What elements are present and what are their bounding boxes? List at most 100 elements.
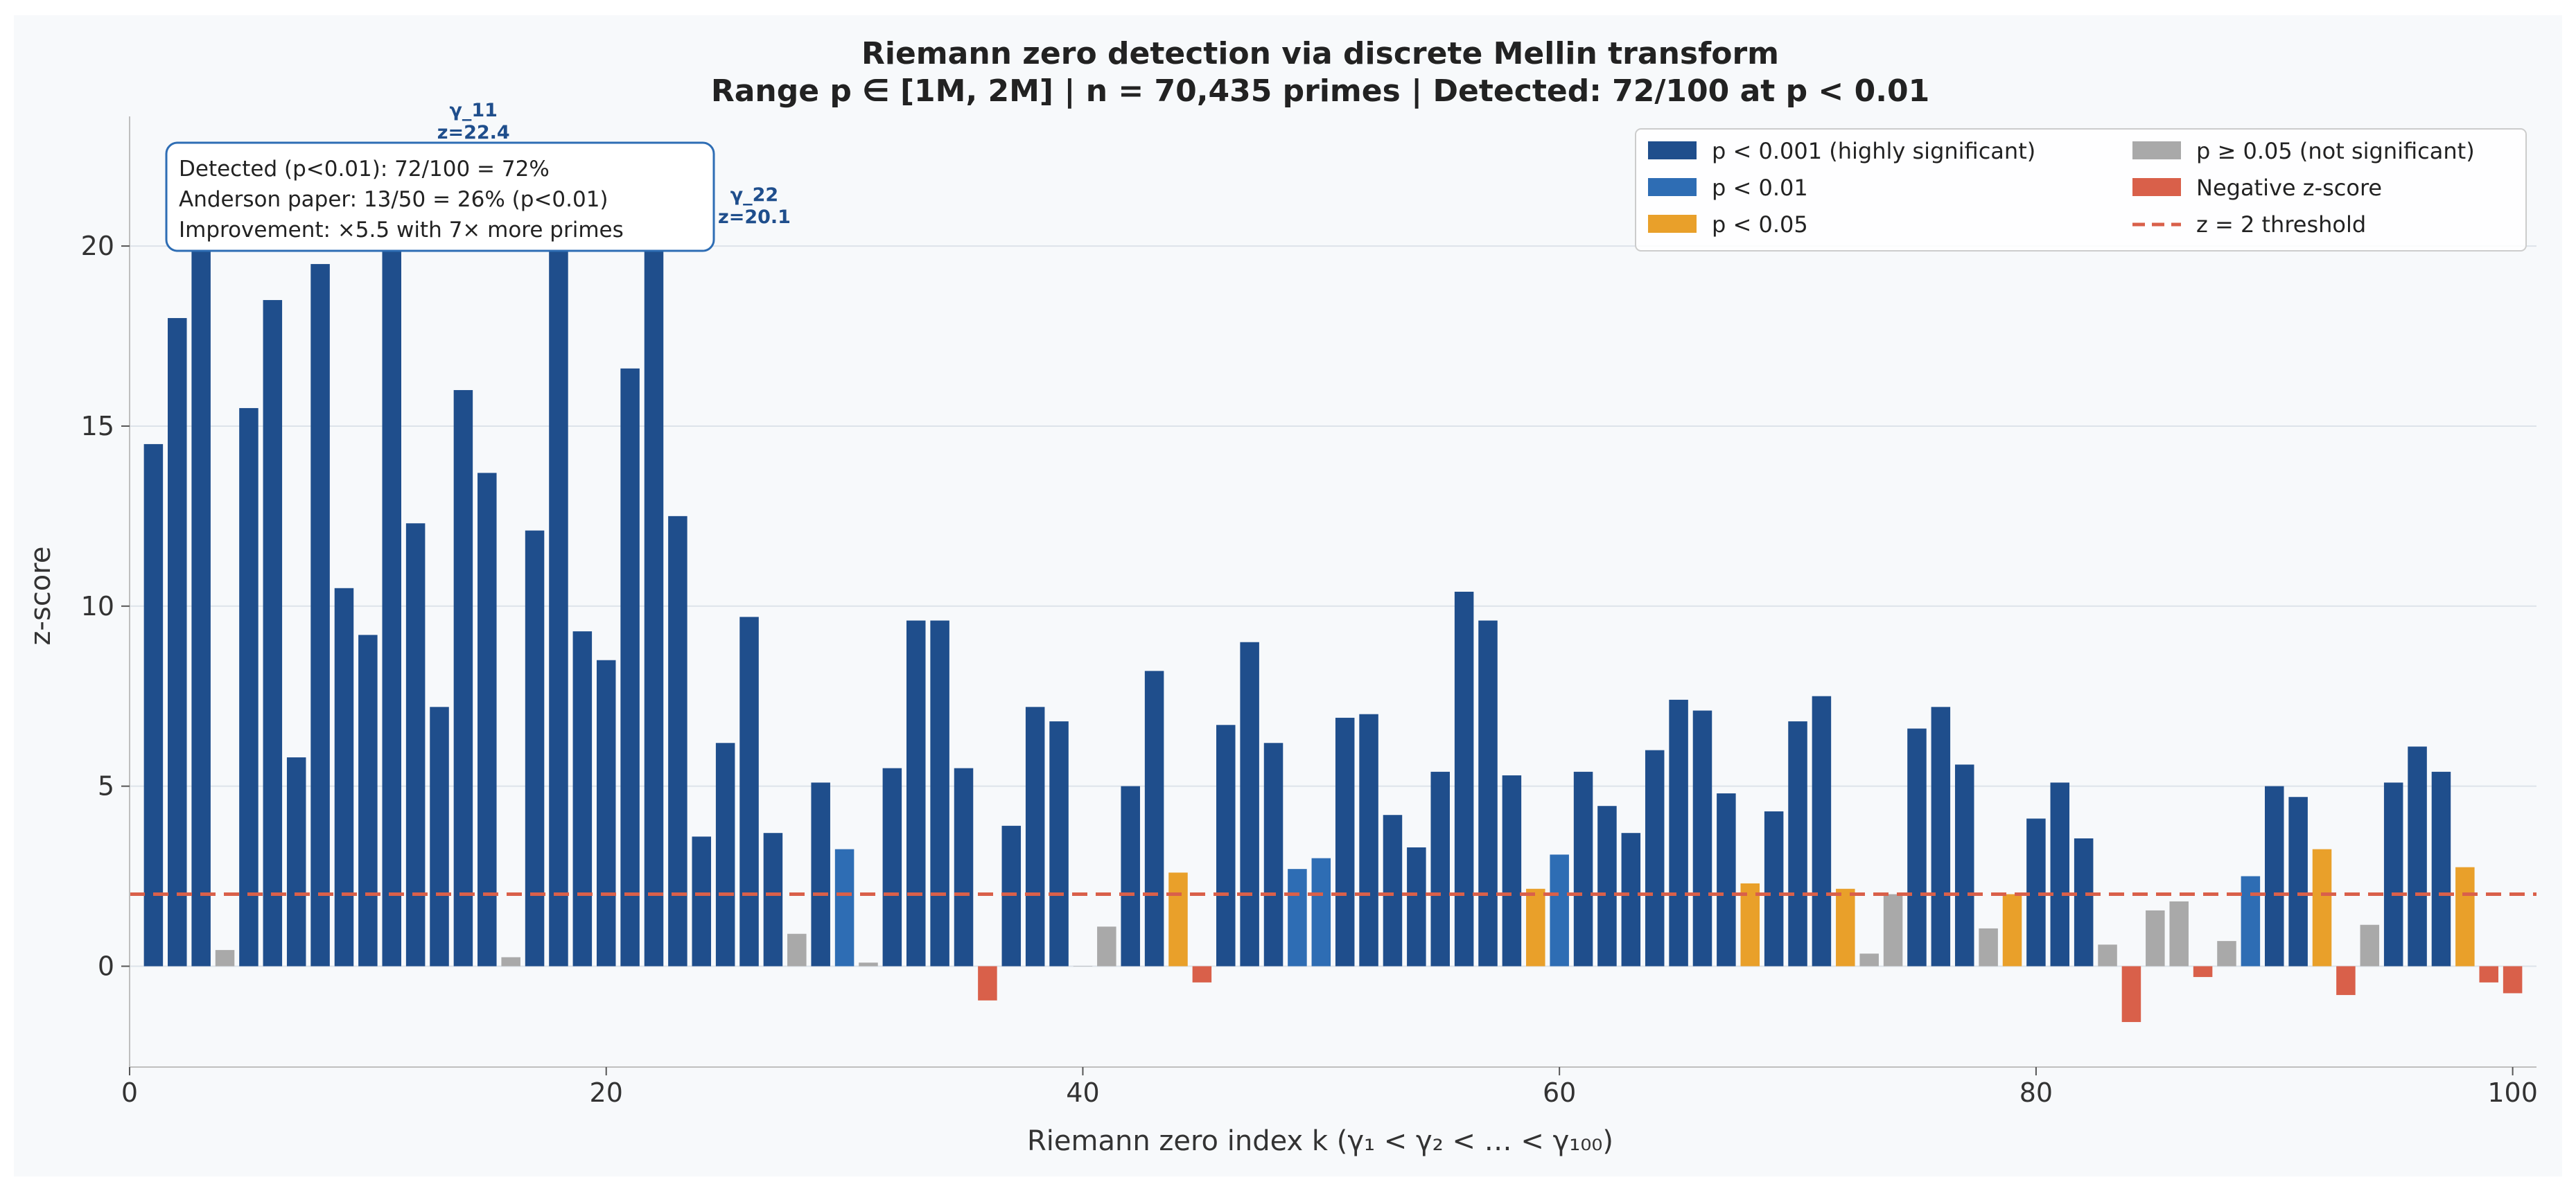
bar-k36 (978, 966, 997, 1001)
bar-k63 (1621, 833, 1641, 967)
bar-k12 (405, 523, 426, 967)
stats-box: Detected (p<0.01): 72/100 = 72% Anderson… (165, 141, 715, 252)
bar-k55 (1430, 771, 1450, 967)
chart-subtitle: Range p ∈ [1M, 2M] | n = 70,435 primes |… (711, 73, 1929, 109)
y-tick-label: 20 (81, 231, 114, 261)
bar-k76 (1931, 707, 1951, 967)
stats-line-anderson: Anderson paper: 13/50 = 26% (p<0.01) (179, 187, 608, 212)
bar-k21 (620, 368, 640, 967)
bar-k74 (1883, 894, 1903, 967)
bar-k67 (1717, 793, 1736, 967)
bar-k86 (2169, 901, 2189, 967)
bar-k49 (1288, 869, 1307, 967)
bar-k34 (930, 620, 949, 967)
bar-k17 (525, 530, 545, 967)
bar-k26 (739, 617, 759, 967)
bar-k54 (1407, 847, 1426, 967)
stats-line-improvement: Improvement: ×5.5 with 7× more primes (179, 218, 624, 243)
legend-label-hs: p < 0.001 (highly significant) (1712, 138, 2035, 164)
bar-k3 (191, 238, 211, 967)
bar-k94 (2360, 924, 2380, 967)
bar-k39 (1049, 721, 1069, 967)
bar-k11 (382, 159, 402, 967)
bar-k72 (1836, 888, 1855, 967)
bar-k51 (1335, 717, 1355, 967)
bar-k75 (1907, 728, 1927, 967)
bar-k59 (1526, 888, 1545, 967)
bar-k53 (1383, 815, 1403, 967)
legend-label-thr: z = 2 threshold (2196, 211, 2366, 238)
legend-swatch-neg (2132, 178, 2181, 196)
bar-series (143, 159, 2523, 1023)
bar-k4 (215, 950, 235, 967)
bar-k69 (1764, 811, 1784, 967)
bar-k2 (168, 318, 187, 967)
bar-k44 (1168, 872, 1188, 967)
bar-k28 (787, 933, 807, 967)
bar-k61 (1573, 771, 1593, 967)
bar-k20 (596, 660, 616, 967)
bar-k46 (1216, 725, 1236, 967)
bar-k71 (1812, 696, 1832, 967)
bar-k33 (906, 620, 926, 967)
tick-labels: 0 20 40 60 80 100 0 5 10 15 20 (81, 231, 2538, 1108)
bar-k96 (2408, 746, 2427, 967)
bar-k83 (2098, 944, 2117, 967)
bar-k25 (715, 743, 735, 967)
bar-k7 (286, 757, 306, 967)
bar-k15 (477, 473, 497, 967)
bar-k13 (430, 707, 449, 967)
bar-k60 (1550, 854, 1569, 967)
bar-k22 (644, 242, 664, 967)
bar-k68 (1740, 883, 1760, 967)
bar-k43 (1144, 671, 1164, 967)
point-label-name: γ_11 (450, 100, 498, 121)
bar-k98 (2455, 867, 2475, 967)
bar-k38 (1025, 707, 1045, 967)
legend-label-m: p < 0.05 (1712, 211, 1808, 238)
bar-k88 (2217, 941, 2236, 967)
axes (129, 116, 2536, 1068)
bar-k37 (1001, 825, 1022, 967)
bar-k23 (668, 516, 687, 967)
y-tick-label: 5 (98, 771, 114, 802)
y-tick-label: 15 (81, 411, 114, 441)
stats-box-frame (165, 141, 715, 252)
x-tick-label: 0 (121, 1077, 138, 1108)
bar-k66 (1692, 710, 1712, 967)
legend-label-neg: Negative z-score (2196, 175, 2382, 201)
bar-k10 (358, 635, 378, 967)
bar-k52 (1359, 714, 1378, 967)
stats-line-detected: Detected (p<0.01): 72/100 = 72% (179, 157, 550, 182)
bar-k73 (1859, 953, 1879, 967)
bar-k84 (2121, 966, 2141, 1023)
bar-k81 (2050, 782, 2070, 967)
bar-k45 (1192, 966, 1212, 983)
bar-k31 (859, 962, 878, 967)
bar-k91 (2288, 797, 2308, 967)
bar-k40 (1073, 966, 1093, 967)
y-tick-label: 0 (98, 951, 114, 981)
chart-title: Riemann zero detection via discrete Mell… (861, 36, 1779, 71)
bar-k64 (1645, 750, 1665, 967)
bar-k82 (2074, 838, 2094, 967)
point-label-name: γ_22 (730, 184, 778, 206)
bar-k100 (2503, 966, 2523, 994)
bar-k14 (453, 389, 473, 967)
bar-k5 (239, 407, 259, 967)
legend-label-s: p < 0.01 (1712, 175, 1808, 201)
x-tick-label: 80 (2019, 1077, 2053, 1108)
bar-k80 (2026, 818, 2046, 967)
bar-k62 (1597, 806, 1617, 967)
legend-swatch-m (1648, 215, 1697, 233)
bar-k24 (692, 836, 712, 967)
bar-k42 (1121, 786, 1140, 967)
x-tick-label: 20 (590, 1077, 623, 1108)
legend-swatch-ns (2132, 141, 2181, 159)
bar-k35 (954, 768, 974, 967)
bar-k87 (2193, 966, 2213, 978)
bar-k29 (811, 782, 830, 967)
bar-k32 (882, 768, 902, 967)
